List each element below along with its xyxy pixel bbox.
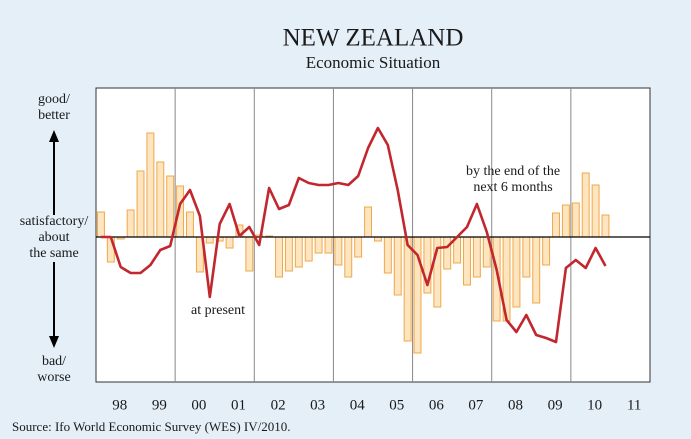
bar bbox=[522, 236, 531, 278]
line bbox=[100, 126, 607, 344]
x-tick-label: 10 bbox=[587, 397, 602, 413]
x-tick-label: 11 bbox=[627, 397, 641, 413]
y-label-bottom: worse bbox=[37, 370, 70, 385]
x-tick-label: 04 bbox=[350, 397, 366, 413]
y-label-middle: satisfactory/ bbox=[20, 214, 89, 229]
chart-subtitle: Economic Situation bbox=[306, 53, 441, 72]
x-tick-label: 05 bbox=[389, 397, 404, 413]
arrow-up-head bbox=[49, 130, 59, 142]
bar bbox=[532, 236, 541, 304]
bar bbox=[136, 170, 145, 238]
x-tick-label: 99 bbox=[152, 397, 167, 413]
bar bbox=[571, 202, 580, 238]
bar bbox=[383, 236, 392, 274]
chart-title: NEW ZEALAND bbox=[283, 25, 464, 52]
bar bbox=[561, 204, 570, 238]
bar bbox=[591, 184, 600, 238]
annotation: at present bbox=[191, 303, 245, 318]
source: Source: Ifo World Economic Survey (WES) … bbox=[12, 419, 291, 434]
x-tick-label: 00 bbox=[191, 397, 206, 413]
bar bbox=[304, 236, 313, 262]
bar bbox=[472, 236, 481, 278]
x-tick-label: 06 bbox=[429, 397, 445, 413]
x-tick-label: 03 bbox=[310, 397, 325, 413]
bar bbox=[324, 236, 333, 254]
bar bbox=[146, 132, 155, 238]
annotation: by the end of the bbox=[466, 164, 560, 179]
bar bbox=[403, 236, 412, 342]
x-tick-label: 02 bbox=[271, 397, 286, 413]
annotation: next 6 months bbox=[473, 180, 552, 195]
y-label-middle: the same bbox=[29, 246, 78, 261]
bar bbox=[443, 236, 452, 270]
bar bbox=[275, 236, 283, 278]
bar bbox=[373, 236, 382, 242]
bar bbox=[334, 236, 343, 266]
bar bbox=[354, 236, 363, 258]
bar bbox=[314, 236, 323, 254]
x-tick-label: 07 bbox=[468, 397, 484, 413]
bar bbox=[166, 175, 175, 238]
bar bbox=[284, 236, 293, 272]
x-tick-label: 09 bbox=[548, 397, 563, 413]
y-label-top: better bbox=[38, 108, 70, 123]
y-label-bottom: bad/ bbox=[42, 354, 66, 369]
bar bbox=[552, 212, 560, 238]
bar bbox=[126, 209, 135, 238]
arrow-down-head bbox=[49, 336, 59, 348]
y-label-top: good/ bbox=[38, 92, 70, 107]
bar bbox=[344, 236, 353, 278]
bar bbox=[225, 236, 234, 249]
bar bbox=[186, 211, 194, 238]
bar bbox=[96, 211, 105, 238]
bar bbox=[512, 236, 521, 308]
bar bbox=[393, 236, 402, 296]
x-tick-label: 98 bbox=[112, 397, 127, 413]
bar bbox=[601, 214, 610, 238]
bar bbox=[581, 172, 590, 238]
bar bbox=[205, 236, 214, 244]
bar bbox=[156, 161, 165, 238]
x-tick-label: 01 bbox=[231, 397, 246, 413]
y-label-middle: about bbox=[38, 230, 69, 245]
bar bbox=[294, 236, 303, 268]
bar bbox=[245, 236, 254, 272]
bar bbox=[364, 206, 373, 238]
bar bbox=[542, 236, 551, 266]
bar bbox=[463, 236, 471, 286]
x-tick-label: 08 bbox=[508, 397, 523, 413]
